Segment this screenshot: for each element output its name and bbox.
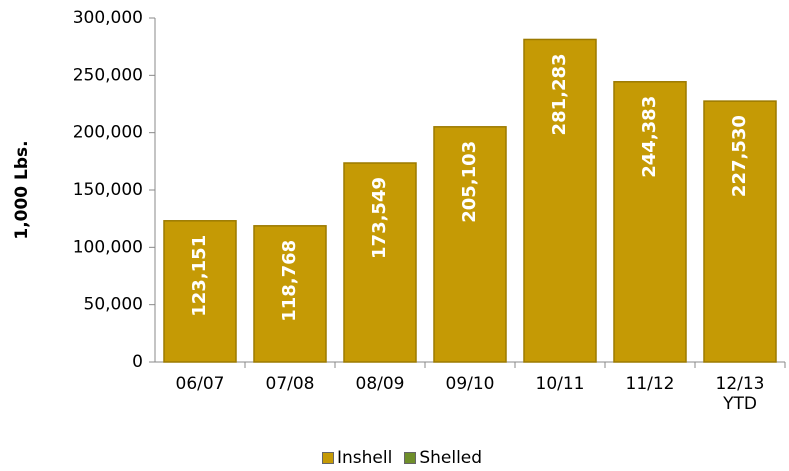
y-tick-label: 150,000 (73, 180, 143, 200)
bar (433, 126, 507, 363)
legend-swatch (404, 452, 417, 464)
data-label: 227,530 (729, 115, 750, 197)
legend-swatch (322, 452, 334, 464)
bar (343, 162, 417, 363)
data-label: 281,283 (549, 53, 570, 135)
bar (163, 220, 237, 363)
y-tick-label: 250,000 (73, 65, 143, 85)
data-label: 205,103 (459, 141, 480, 223)
y-tick-label: 100,000 (73, 237, 143, 257)
data-label: 123,151 (189, 235, 210, 317)
bar (613, 81, 687, 363)
x-tick-label: 06/07 (175, 374, 225, 394)
bar (253, 225, 327, 363)
legend-item: Shelled (404, 448, 482, 468)
data-label: 118,768 (279, 240, 300, 322)
legend-item: Inshell (322, 448, 392, 468)
data-label: 244,383 (639, 96, 660, 178)
y-tick-label: 300,000 (73, 8, 143, 28)
data-label: 173,549 (369, 177, 390, 259)
y-tick-label: 200,000 (73, 123, 143, 143)
y-tick-label: 0 (132, 352, 143, 372)
x-tick-label: 10/11 (535, 374, 585, 394)
x-tick-label: 07/08 (265, 374, 315, 394)
bar (703, 100, 777, 363)
legend-label: Inshell (337, 448, 393, 468)
y-axis-label: 1,000 Lbs. (12, 140, 32, 239)
x-tick-label: 09/10 (445, 374, 495, 394)
y-tick-label: 50,000 (84, 295, 143, 315)
x-tick-label: 08/09 (355, 374, 405, 394)
x-tick-label: 12/13 YTD (715, 374, 765, 414)
x-tick-label: 11/12 (625, 374, 675, 394)
bar (523, 38, 597, 363)
legend-label: Shelled (419, 448, 483, 468)
